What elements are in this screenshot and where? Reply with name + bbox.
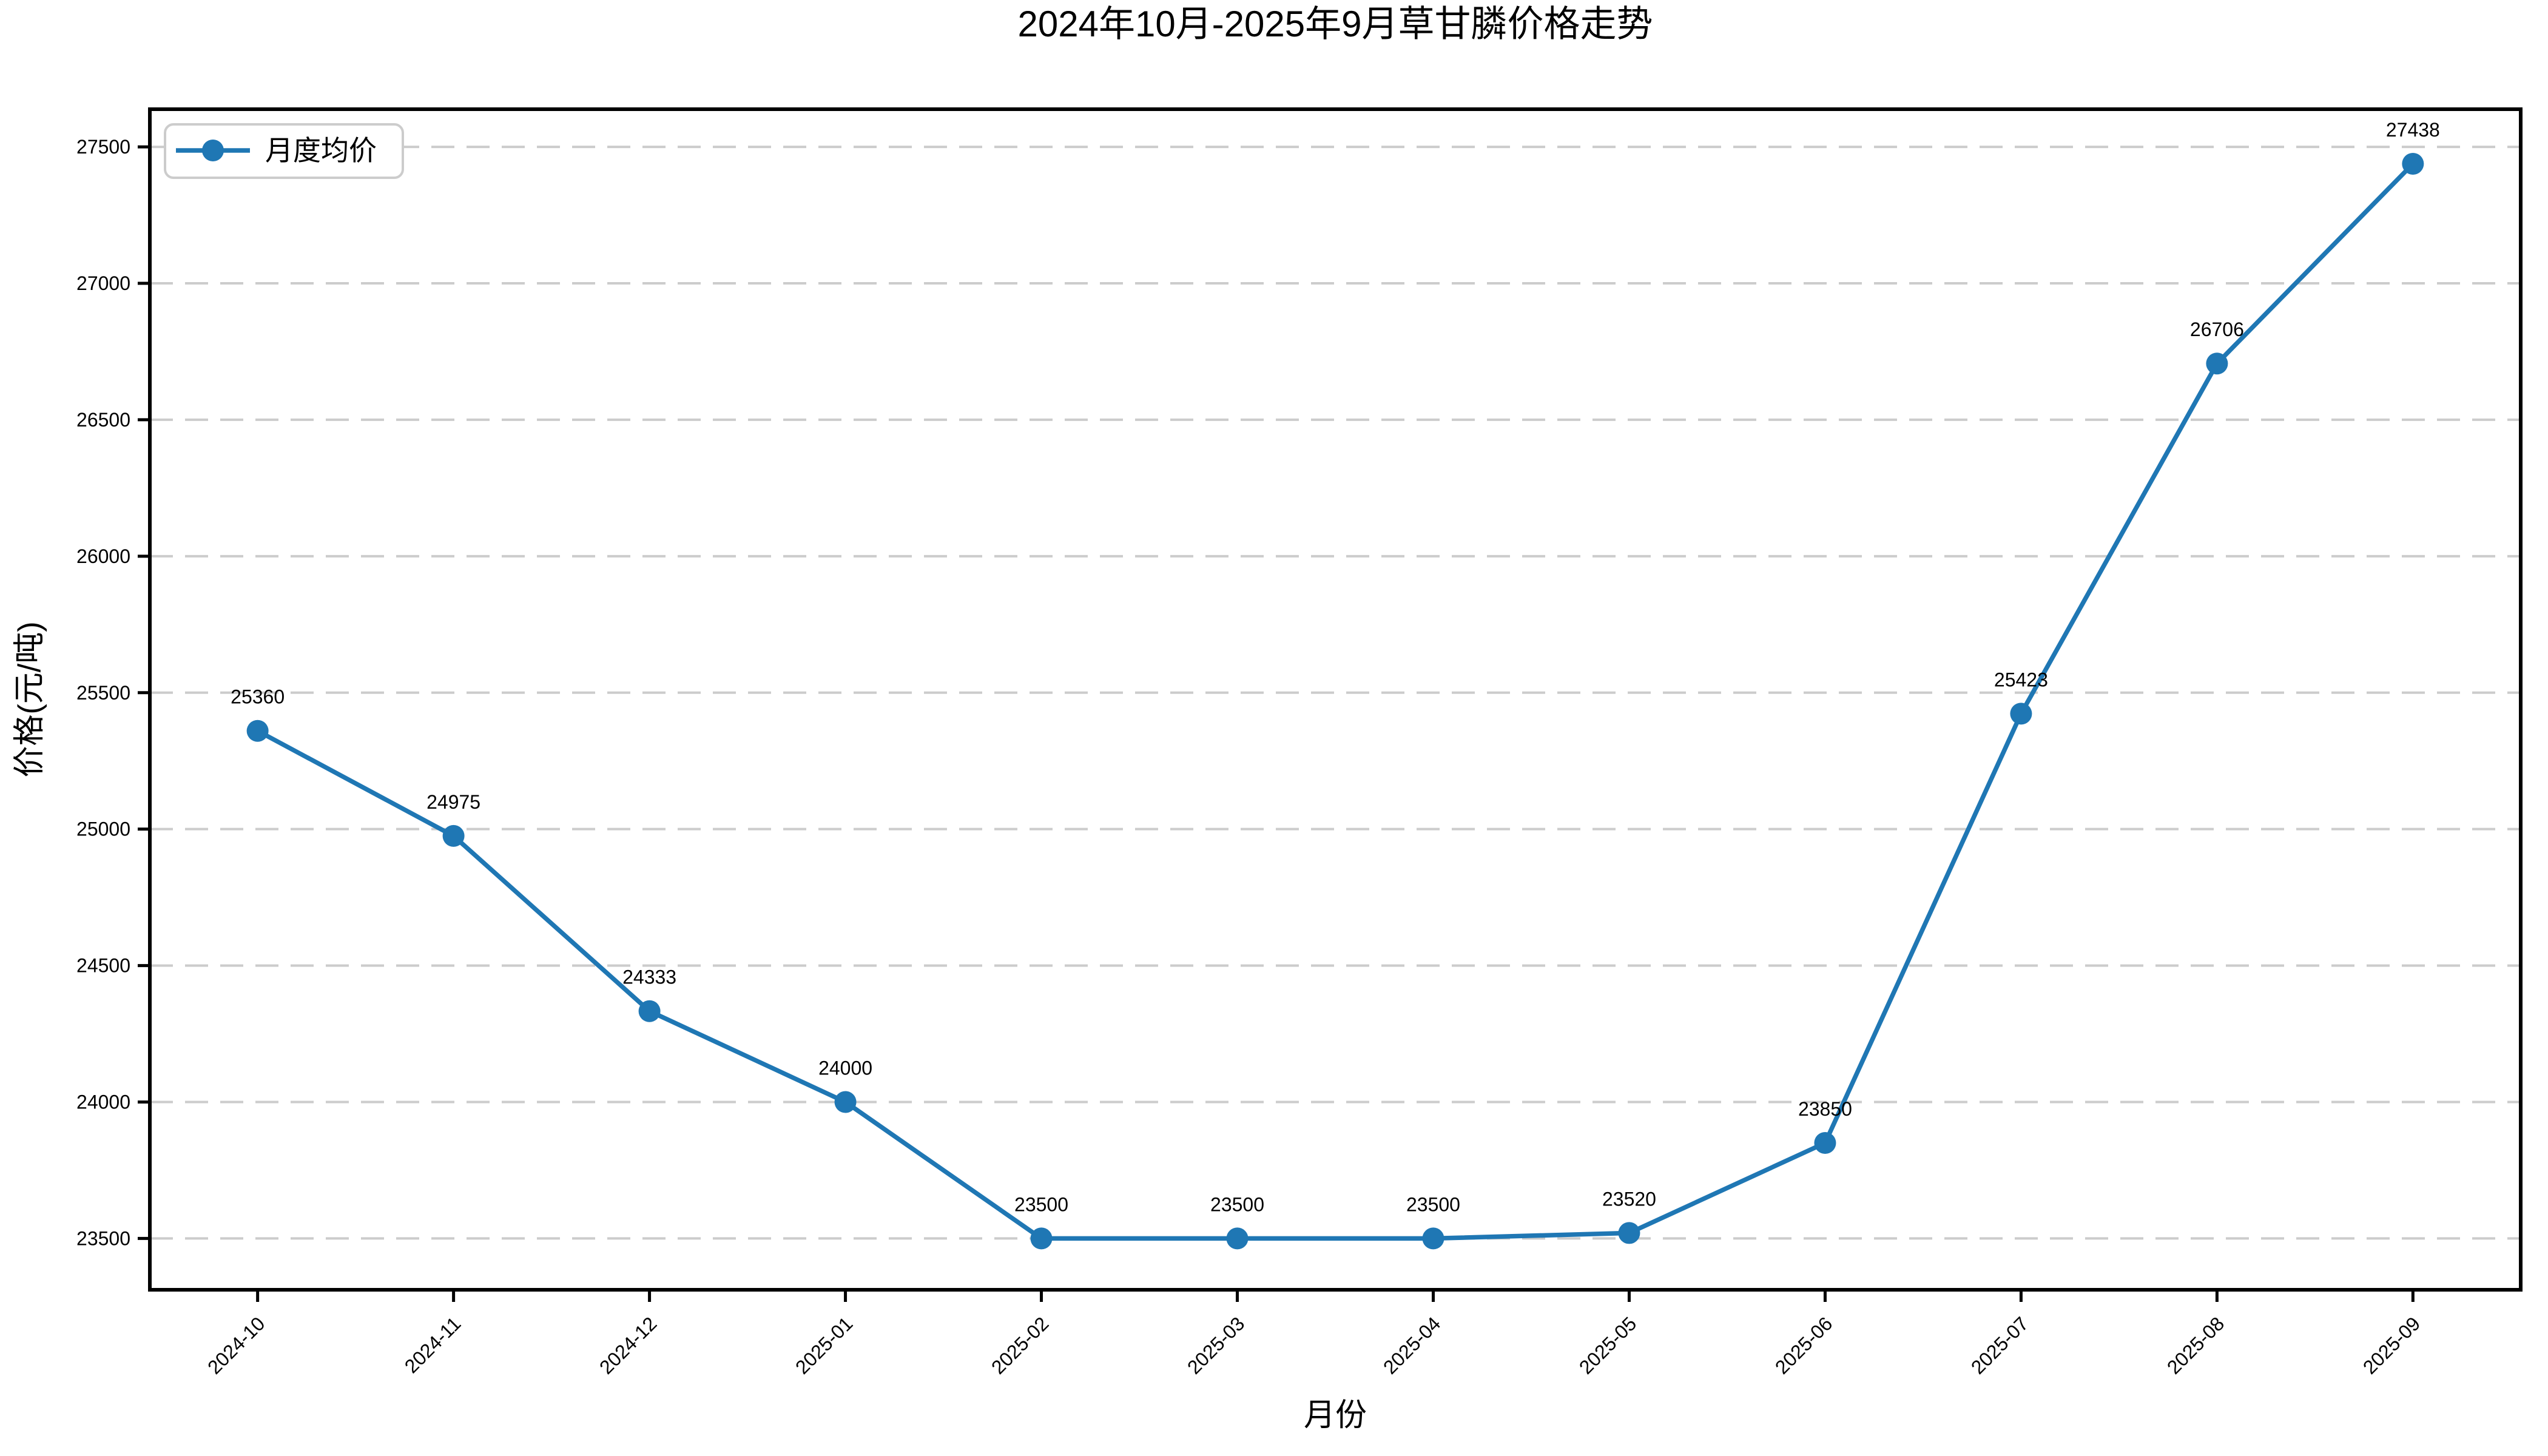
x-tick-label: 2025-02 xyxy=(987,1312,1053,1378)
data-point-label: 24333 xyxy=(622,966,676,988)
data-point-label: 26706 xyxy=(2190,318,2244,340)
data-point-label: 23500 xyxy=(1406,1193,1460,1215)
data-point-label: 25360 xyxy=(231,686,285,708)
chart-title: 2024年10月-2025年9月草甘膦价格走势 xyxy=(1017,4,1653,44)
data-point-marker xyxy=(442,824,465,847)
data-point-marker xyxy=(1814,1131,1836,1154)
x-tick-label: 2025-01 xyxy=(791,1312,857,1378)
legend-marker-icon xyxy=(202,140,224,161)
legend-box xyxy=(164,123,404,179)
price-line xyxy=(255,161,2416,1241)
data-point-marker xyxy=(2010,703,2032,725)
x-tick-label: 2024-10 xyxy=(203,1312,269,1378)
y-tick-label: 25500 xyxy=(76,682,130,704)
plot-border xyxy=(148,107,2523,1292)
x-tick-label: 2025-04 xyxy=(1379,1312,1444,1378)
legend-label: 月度均价 xyxy=(265,135,377,166)
y-tick-label: 23500 xyxy=(76,1227,130,1249)
y-axis: 23500 24000 24500 25000 25500 26000 26500 27000… xyxy=(76,136,150,1249)
data-point-label: 23500 xyxy=(1210,1193,1264,1215)
data-point-label: 23520 xyxy=(1602,1188,1656,1210)
data-point-label: 24000 xyxy=(818,1057,872,1079)
y-axis-label: 价格(元/吨) xyxy=(12,621,47,777)
x-tick-label: 2025-09 xyxy=(2359,1312,2424,1378)
data-point-marker xyxy=(638,1000,661,1022)
x-axis-label: 月份 xyxy=(1304,1398,1367,1433)
data-point-label: 24975 xyxy=(426,791,480,813)
data-point-marker xyxy=(246,720,269,742)
data-point-label: 23500 xyxy=(1014,1193,1068,1215)
x-tick-label: 2025-07 xyxy=(1967,1312,2032,1378)
data-point-label: 23850 xyxy=(1798,1098,1852,1120)
x-axis: 2024-10 2024-11 2024-12 2025-01 2025-02 2025-… xyxy=(203,1290,2424,1378)
data-point-marker xyxy=(2402,152,2424,175)
data-point-marker xyxy=(1422,1227,1444,1250)
data-point-marker xyxy=(1618,1222,1640,1244)
x-tick-label: 2024-12 xyxy=(595,1312,661,1378)
legend: 月度均价 xyxy=(164,123,404,179)
gridlines xyxy=(150,146,2521,1240)
x-tick-label: 2025-08 xyxy=(2163,1312,2228,1378)
series-layer: 25360 24975 24333 24000 23500 23500 23500 23520… xyxy=(231,119,2440,1250)
data-point-marker xyxy=(2206,352,2228,375)
x-tick-label: 2025-05 xyxy=(1575,1312,1640,1378)
x-tick-label: 2025-03 xyxy=(1183,1312,1249,1378)
y-tick-label: 25000 xyxy=(76,818,130,840)
y-tick-label: 26000 xyxy=(76,545,130,567)
y-tick-label: 26500 xyxy=(76,409,130,431)
y-tick-label: 27500 xyxy=(76,136,130,158)
data-point-marker xyxy=(834,1091,857,1113)
data-point-marker xyxy=(1226,1227,1249,1250)
x-tick-label: 2025-06 xyxy=(1771,1312,1836,1378)
y-tick-label: 24000 xyxy=(76,1091,130,1113)
data-point-marker xyxy=(1030,1227,1053,1250)
y-tick-label: 24500 xyxy=(76,955,130,977)
y-tick-label: 27000 xyxy=(76,272,130,294)
data-point-label: 25423 xyxy=(1994,669,2048,690)
x-tick-label: 2024-11 xyxy=(400,1312,465,1377)
data-point-label: 27438 xyxy=(2386,119,2440,141)
